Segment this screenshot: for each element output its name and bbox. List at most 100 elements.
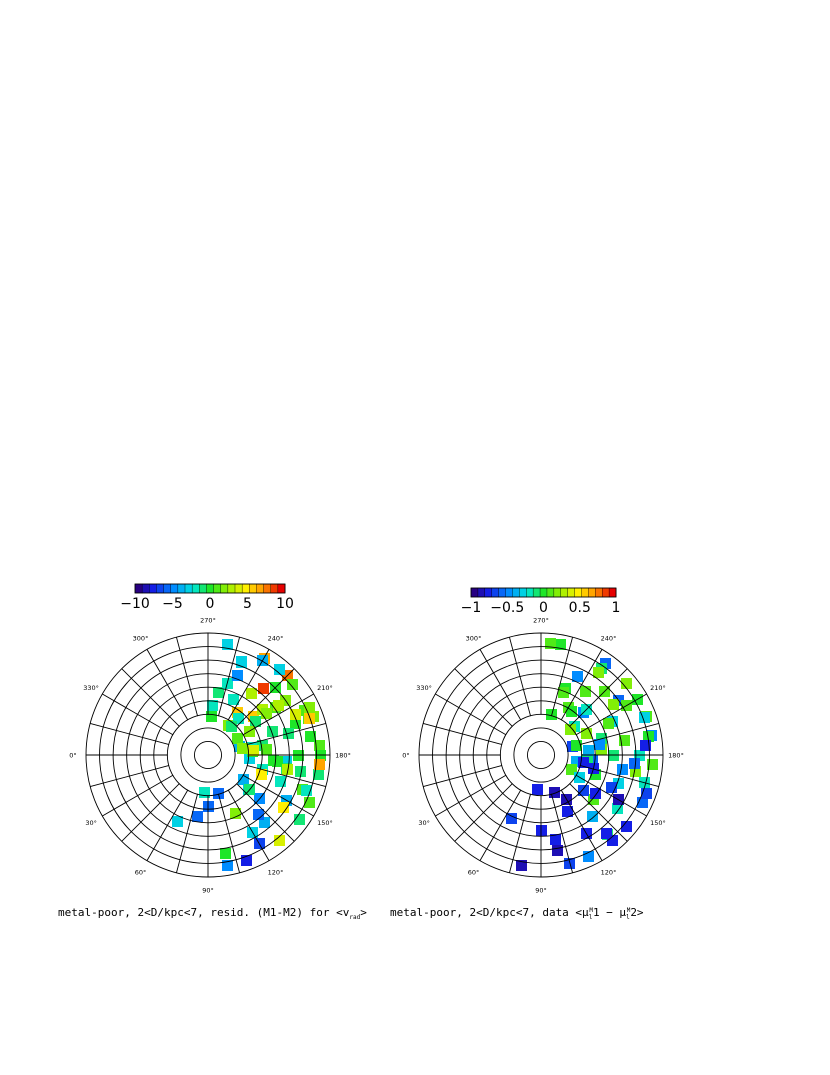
grid-spoke — [579, 764, 659, 788]
heatmap-cell — [293, 750, 304, 761]
heatmap-cell — [565, 724, 576, 735]
colorbar-segment — [608, 587, 617, 598]
grid-spoke — [575, 774, 647, 817]
heatmap-cell — [272, 756, 283, 767]
heatmap-cell — [207, 700, 218, 711]
angle-label: 210° — [317, 684, 333, 692]
heatmap-cell — [637, 797, 648, 808]
heatmap-cell — [206, 711, 217, 722]
colorbar-segment — [234, 583, 243, 594]
colorbar-segment — [526, 587, 534, 598]
grid-spoke — [423, 764, 503, 788]
panel-right: −1 −0.5 0 0.5 1 270° 240° 210° 180° 150° 120° 90° 60… — [390, 587, 684, 921]
caption-main: metal-poor, 2<D/kpc<7, data <μ — [390, 906, 589, 919]
colorbar-segment — [156, 583, 165, 594]
grid-spoke — [246, 722, 326, 746]
heatmap-cell — [203, 801, 214, 812]
colorbar-segment — [141, 583, 150, 594]
heatmap-cell — [237, 743, 248, 754]
angle-label: 30° — [85, 819, 97, 827]
heatmap-cell — [606, 782, 617, 793]
heatmap-cell — [261, 708, 272, 719]
caption-sub-letter: l — [626, 914, 630, 921]
grid-ring — [166, 713, 250, 797]
heatmap-cell — [222, 639, 233, 650]
colorbar-segment — [560, 587, 569, 598]
heatmap-cell — [226, 721, 237, 732]
heatmap-cell — [304, 713, 315, 724]
grid-spoke — [550, 637, 574, 717]
angle-label: 0° — [402, 752, 409, 760]
grid-ring — [513, 727, 569, 783]
heatmap-cell — [566, 764, 577, 775]
heatmap-cell — [232, 733, 243, 744]
colorbar-tick-label: −1 — [461, 600, 482, 616]
heatmap-cell — [552, 845, 563, 856]
grid-spoke — [569, 783, 628, 842]
colorbar-segment — [574, 587, 582, 598]
heatmap-cell — [256, 769, 267, 780]
grid-spoke — [121, 668, 180, 727]
angle-label: 120° — [268, 868, 284, 876]
angle-label: 30° — [418, 819, 430, 827]
grid-spoke — [246, 764, 326, 788]
heatmap-cell — [590, 769, 601, 780]
heatmap-cell — [236, 656, 247, 667]
heatmap-cell — [313, 769, 324, 780]
heatmap-cell — [549, 787, 560, 798]
heatmap-cell — [630, 766, 641, 777]
heatmap-cell — [619, 735, 630, 746]
heatmap-cell — [314, 759, 325, 770]
heatmap-cell — [172, 816, 183, 827]
angle-label: 180° — [668, 752, 684, 760]
heatmap-cell — [550, 834, 561, 845]
angle-label: 240° — [268, 635, 284, 643]
caption-sub-letter: l — [589, 914, 593, 921]
colorbar-segment — [184, 583, 193, 594]
colorbar-segment — [270, 583, 279, 594]
heatmap-cell — [621, 678, 632, 689]
heatmap-cell — [314, 740, 325, 751]
chart-caption: metal-poor, 2<D/kpc<7, data <μlM1 − μlM2… — [390, 906, 644, 921]
grid-spoke — [479, 649, 522, 721]
heatmap-cell — [516, 860, 527, 871]
heatmap-cell — [253, 809, 264, 820]
colorbar-segment — [277, 583, 286, 594]
heatmap-cell — [273, 700, 284, 711]
angle-label: 120° — [601, 868, 617, 876]
grid-spoke — [121, 783, 180, 842]
heatmap-cell — [601, 828, 612, 839]
heatmap-cell — [294, 814, 305, 825]
colorbar-segment — [532, 587, 541, 598]
colorbar-tick-label: 5 — [243, 596, 252, 612]
colorbar-segment — [553, 587, 562, 598]
angle-label: 180° — [335, 752, 351, 760]
heatmap-cell — [641, 788, 652, 799]
colorbar-segment — [539, 587, 548, 598]
colorbar-segment — [191, 583, 200, 594]
heatmap-cell — [583, 851, 594, 862]
colorbar-tick-label: −0.5 — [490, 600, 524, 616]
colorbar-segment — [491, 587, 500, 598]
heatmap-cell — [617, 764, 628, 775]
heatmap-cell — [621, 821, 632, 832]
colorbar-segment — [595, 587, 603, 598]
heatmap-cell — [545, 638, 556, 649]
colorbar-segment — [588, 587, 596, 598]
heatmap-cell — [564, 858, 575, 869]
heatmap-cell — [572, 671, 583, 682]
heatmap-cell — [290, 709, 301, 720]
grid-spoke — [227, 649, 270, 721]
heatmap-cell — [629, 758, 640, 769]
colorbar-segment — [470, 587, 479, 598]
heatmap-cell — [275, 776, 286, 787]
heatmap-cell — [571, 740, 582, 751]
angle-label: 270° — [200, 617, 216, 625]
heatmap-cell — [643, 731, 654, 742]
grid-spoke — [560, 649, 603, 721]
heatmap-cell — [558, 687, 569, 698]
colorbar-segment — [505, 587, 513, 598]
heatmap-cell — [634, 750, 645, 761]
grid-spoke — [90, 722, 170, 746]
